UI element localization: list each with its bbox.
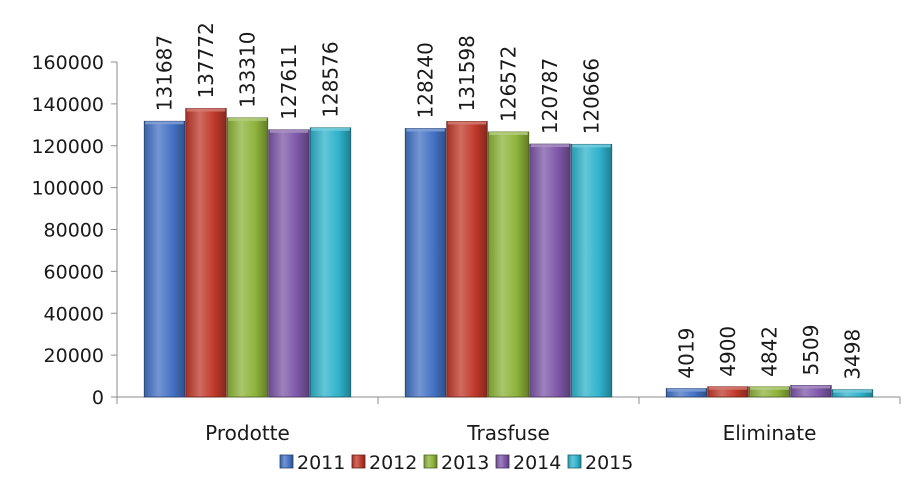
bar [309,127,352,398]
y-tick-label: 140000 [31,94,104,116]
data-label: 4019 [675,328,699,379]
bar-cap [447,121,487,125]
data-labels: 131687 137772 133310 127611 128576 128240 1315… [153,22,865,379]
data-label: 131687 [153,35,177,111]
bar [143,120,186,398]
y-tick-label: 20000 [44,345,104,367]
x-axis: Prodotte Trasfuse Eliminate [116,396,901,445]
bar [529,143,571,398]
legend-label: 2015 [585,452,633,474]
bar-cap [750,386,789,390]
bar-cap [489,131,528,135]
bar-cap [667,388,706,392]
y-tick-label: 120000 [31,136,104,158]
y-tick-label: 0 [92,387,104,409]
bar [226,117,269,398]
y-axis: 0 20000 40000 60000 80000 100000 120000 140000 1… [31,52,118,409]
bar-cap [186,108,226,112]
bar-cap [145,121,184,125]
data-label: 131598 [455,35,479,111]
x-category-label: Trasfuse [466,421,550,445]
data-label: 126572 [497,46,521,122]
legend-swatch [351,454,366,469]
legend-swatch [423,454,438,469]
bar-cap [572,144,611,148]
data-label: 128240 [414,42,438,118]
bar [446,121,488,398]
y-tick-label: 80000 [44,220,104,242]
x-category-label: Eliminate [723,421,817,445]
bar [487,131,530,398]
bars [143,108,874,398]
x-category-label: Prodotte [205,421,290,445]
y-tick-label: 160000 [31,52,104,74]
data-label: 120787 [538,58,562,134]
y-tick-label: 40000 [44,303,104,325]
bar-cap [269,129,309,133]
y-tick-label: 100000 [31,178,104,200]
data-label: 127611 [277,43,301,119]
bar [404,128,447,398]
legend-swatch [495,454,510,469]
data-label: 4842 [758,326,782,377]
bar-cap [708,386,748,390]
bar [570,143,613,398]
legend-swatch [279,454,294,469]
data-label: 4900 [716,326,740,377]
data-label: 137772 [194,22,218,98]
legend-label: 2013 [441,452,489,474]
bar-cap [791,385,831,389]
bar-cap [833,389,872,393]
legend-label: 2014 [513,452,561,474]
bar [185,108,227,398]
data-label: 120666 [580,58,604,134]
bar-cap [228,117,267,121]
bar-cap [311,127,350,131]
legend-swatch [567,454,582,469]
data-label: 5509 [799,325,823,376]
data-label: 133310 [236,32,260,108]
bar [268,129,310,398]
data-label: 3498 [841,329,865,380]
data-label: 128576 [319,41,343,117]
legend: 2011 2012 2013 2014 2015 [279,452,633,474]
legend-label: 2011 [297,452,345,474]
bar-cap [530,144,570,148]
y-tick-label: 60000 [44,261,104,283]
bar-cap [406,128,445,132]
legend-label: 2012 [369,452,417,474]
